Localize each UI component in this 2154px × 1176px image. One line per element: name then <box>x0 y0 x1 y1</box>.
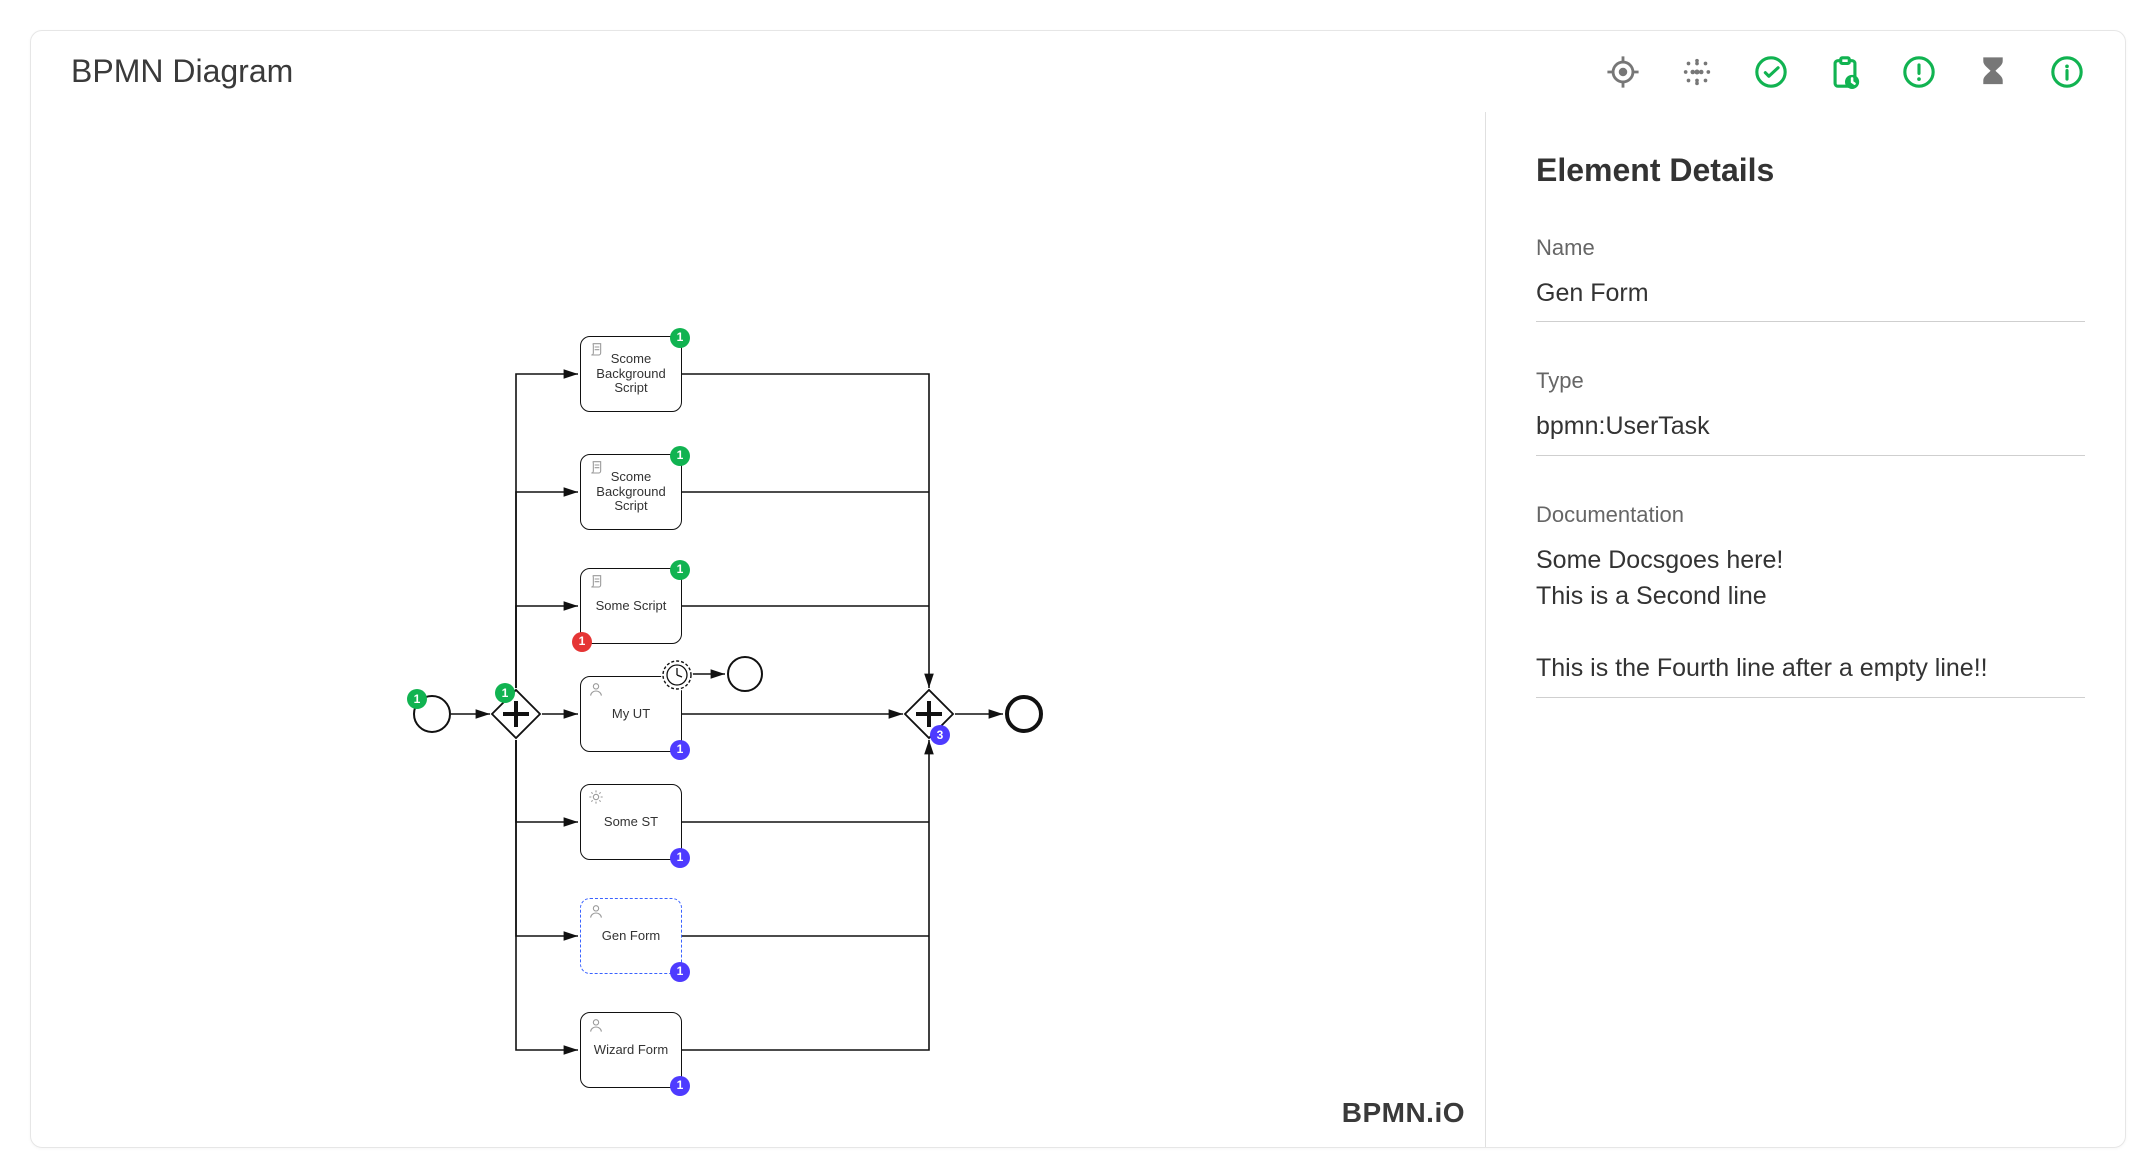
task-some-st[interactable]: Some ST 1 <box>580 784 682 860</box>
task-label: Gen Form <box>602 929 661 944</box>
alert-circle-icon[interactable] <box>1901 54 1937 90</box>
user-icon <box>587 903 605 921</box>
clipboard-clock-icon[interactable] <box>1827 54 1863 90</box>
task-some-script[interactable]: Some Script 1 1 <box>580 568 682 644</box>
badge: 1 <box>495 683 515 703</box>
timer-boundary-icon[interactable] <box>661 659 693 691</box>
script-icon <box>587 341 605 359</box>
card: BPMN Diagram <box>30 30 2126 1148</box>
badge-text: 1 <box>677 449 684 463</box>
body: 1 1 ScomeBackgroundScript 1 <box>31 112 2125 1147</box>
type-label: Type <box>1536 368 2085 394</box>
page-title: BPMN Diagram <box>71 53 293 90</box>
connectors <box>31 112 1485 1147</box>
hourglass-icon[interactable] <box>1975 54 2011 90</box>
header: BPMN Diagram <box>31 31 2125 112</box>
badge-text: 3 <box>937 728 944 742</box>
info-circle-icon[interactable] <box>2049 54 2085 90</box>
task-my-ut[interactable]: My UT 1 <box>580 676 682 752</box>
sidebar-title: Element Details <box>1536 152 2085 189</box>
service-icon <box>587 789 605 807</box>
task-gen-form[interactable]: Gen Form 1 <box>580 898 682 974</box>
badge-text: 1 <box>677 331 684 345</box>
task-label: ScomeBackgroundScript <box>596 470 665 515</box>
badge-error: 1 <box>572 632 592 652</box>
parallel-gateway-split[interactable]: 1 <box>491 689 541 739</box>
task-label: Some ST <box>604 815 658 830</box>
badge: 1 <box>670 848 690 868</box>
badge: 1 <box>670 740 690 760</box>
badge: 1 <box>407 689 427 709</box>
toolbar <box>1605 54 2085 90</box>
task-label: Some Script <box>596 599 667 614</box>
badge: 1 <box>670 962 690 982</box>
badge: 1 <box>670 446 690 466</box>
badge-text: 1 <box>677 1079 684 1093</box>
badge: 1 <box>670 328 690 348</box>
type-value[interactable]: bpmn:UserTask <box>1536 402 2085 455</box>
parallel-gateway-join[interactable]: 3 <box>904 689 954 739</box>
badge-text: 1 <box>502 686 509 700</box>
badge: 1 <box>670 560 690 580</box>
task-label: My UT <box>612 707 650 722</box>
name-value[interactable]: Gen Form <box>1536 269 2085 322</box>
task-scome-background-script-2[interactable]: ScomeBackgroundScript 1 <box>580 454 682 530</box>
task-scome-background-script-1[interactable]: ScomeBackgroundScript 1 <box>580 336 682 412</box>
field-type: Type bpmn:UserTask <box>1536 368 2085 455</box>
badge: 3 <box>930 725 950 745</box>
bpmn-logo: BPMN.iO <box>1342 1097 1465 1129</box>
user-icon <box>587 681 605 699</box>
badge-text: 1 <box>677 851 684 865</box>
badge-text: 1 <box>677 965 684 979</box>
badge-text: 1 <box>414 692 421 706</box>
diagram-canvas[interactable]: 1 1 ScomeBackgroundScript 1 <box>31 112 1485 1147</box>
badge-text: 1 <box>677 743 684 757</box>
badge: 1 <box>670 1076 690 1096</box>
start-event[interactable]: 1 <box>413 695 451 733</box>
badge-text: 1 <box>677 563 684 577</box>
badge-text: 1 <box>579 635 586 649</box>
field-name: Name Gen Form <box>1536 235 2085 322</box>
field-documentation: Documentation Some Docsgoes here! This i… <box>1536 502 2085 698</box>
script-icon <box>587 573 605 591</box>
grid-icon[interactable] <box>1679 54 1715 90</box>
documentation-label: Documentation <box>1536 502 2085 528</box>
target-icon[interactable] <box>1605 54 1641 90</box>
user-icon <box>587 1017 605 1035</box>
check-circle-icon[interactable] <box>1753 54 1789 90</box>
documentation-value[interactable]: Some Docsgoes here! This is a Second lin… <box>1536 536 2085 698</box>
name-label: Name <box>1536 235 2085 261</box>
sidebar: Element Details Name Gen Form Type bpmn:… <box>1485 112 2125 1147</box>
task-label: Wizard Form <box>594 1043 668 1058</box>
intermediate-event[interactable] <box>727 656 763 692</box>
end-event[interactable] <box>1005 695 1043 733</box>
task-label: ScomeBackgroundScript <box>596 352 665 397</box>
task-wizard-form[interactable]: Wizard Form 1 <box>580 1012 682 1088</box>
script-icon <box>587 459 605 477</box>
